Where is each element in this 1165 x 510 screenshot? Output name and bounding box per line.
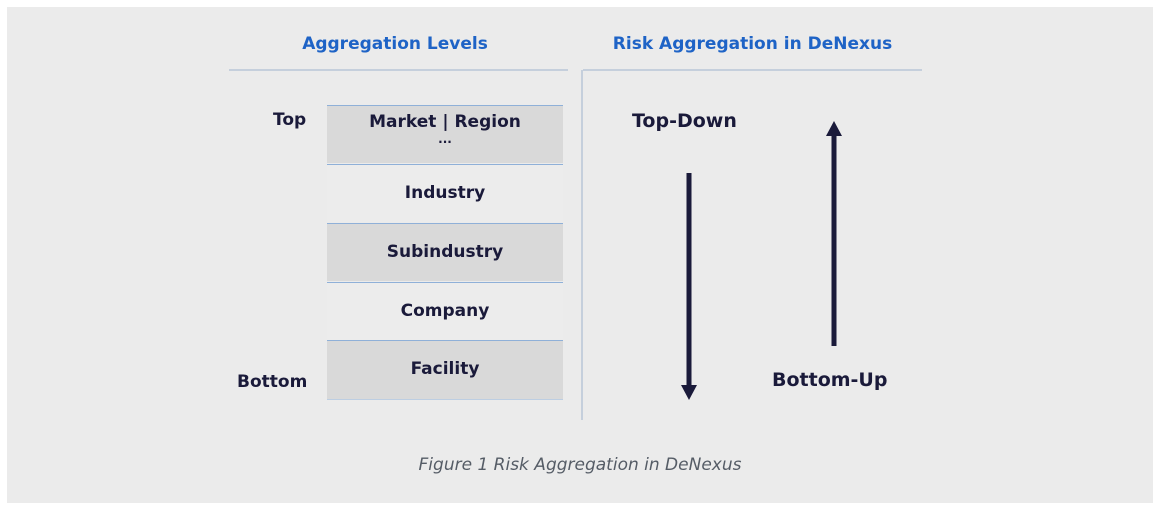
top-down: Top-Down bbox=[632, 110, 737, 132]
level: Company bbox=[327, 282, 563, 340]
level: Subindustry bbox=[327, 223, 563, 281]
top-label: Top bbox=[273, 110, 307, 130]
ellipsis: ... bbox=[438, 132, 452, 146]
level: Industry bbox=[327, 164, 563, 222]
caption: Figure 1 Risk Aggregation in DeNexus bbox=[418, 455, 742, 475]
bottom-up: Bottom-Up bbox=[772, 369, 888, 391]
left-header: Aggregation Levels bbox=[302, 34, 488, 54]
level: Market | Region... bbox=[327, 105, 563, 163]
right-header: Risk Aggregation in DeNexus bbox=[612, 34, 893, 54]
frame bbox=[7, 7, 1153, 503]
bottom-label: Bottom bbox=[237, 372, 308, 392]
level: Facility bbox=[327, 340, 563, 399]
level-label: Market | Region bbox=[369, 112, 521, 132]
